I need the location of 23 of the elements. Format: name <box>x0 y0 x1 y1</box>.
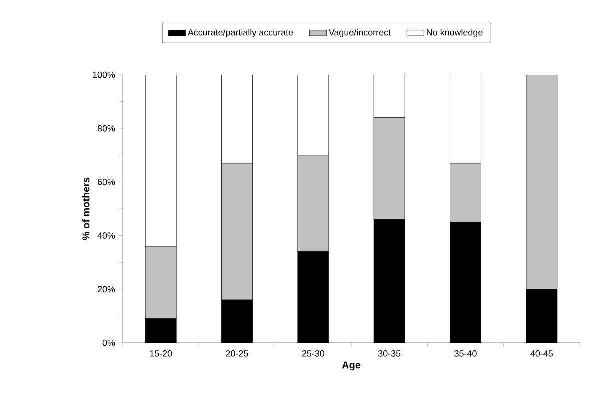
y-tick-label: 0% <box>102 340 116 346</box>
x-tick-label: 35-40 <box>454 350 477 357</box>
bar <box>450 163 482 223</box>
bar <box>374 118 406 220</box>
x-tick-label: 25-30 <box>302 350 325 357</box>
bar <box>526 74 558 290</box>
bar <box>222 163 253 300</box>
x-tick-label: 40-45 <box>530 350 554 357</box>
bar <box>298 155 330 252</box>
y-tick-label: 100% <box>93 72 116 78</box>
y-tick-label: 60% <box>98 179 116 186</box>
y-axis-title: % of mothers <box>82 178 90 240</box>
legend-label: Vague/incorrect <box>328 29 391 38</box>
y-tick-label: 40% <box>98 232 116 239</box>
x-tick-label: 30-35 <box>378 350 401 357</box>
x-tick-label: 20-25 <box>226 350 248 357</box>
legend-label: No knowledge <box>427 29 483 38</box>
y-tick-label: 80% <box>98 125 116 132</box>
x-tick-label: 15-20 <box>150 350 172 357</box>
legend-label: Accurate/partially accurate <box>188 29 294 38</box>
y-tick-label: 20% <box>98 286 116 293</box>
x-axis-title: Age <box>342 362 361 371</box>
bar <box>145 246 177 320</box>
